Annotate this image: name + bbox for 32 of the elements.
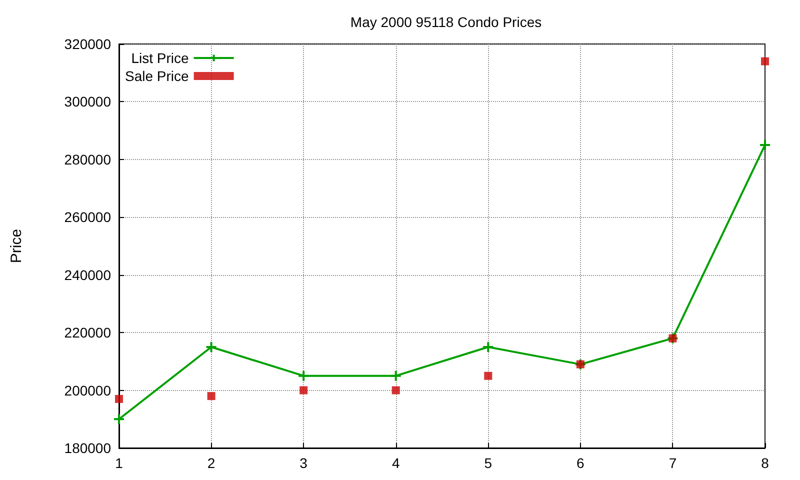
y-tick-label: 260000 <box>64 209 112 226</box>
point <box>484 372 492 380</box>
y-tick-label: 280000 <box>64 151 112 168</box>
point <box>761 57 769 66</box>
point <box>482 341 494 353</box>
y-axis-title: Price <box>8 228 25 264</box>
x-tick-label: 4 <box>392 455 400 471</box>
point <box>298 370 310 382</box>
point <box>392 386 400 394</box>
legend-label: List Price <box>131 50 190 66</box>
x-tick-label: 7 <box>668 455 677 471</box>
x-tick-label: 5 <box>484 455 492 471</box>
x-tick-label: 6 <box>576 455 585 471</box>
y-tick-label: 200000 <box>64 382 112 398</box>
point <box>759 139 771 151</box>
y-tick-label: 300000 <box>64 94 112 110</box>
point <box>205 341 218 353</box>
point <box>300 386 308 394</box>
point <box>115 394 123 403</box>
y-tick-label: 180000 <box>64 440 112 456</box>
y-tick-label: 320000 <box>64 36 112 52</box>
x-tick-label: 1 <box>115 455 124 471</box>
x-tick-label: 2 <box>207 455 216 471</box>
point <box>113 413 125 426</box>
point <box>390 370 402 382</box>
point <box>207 392 216 400</box>
y-tick-label: 240000 <box>64 266 112 283</box>
chart-title: May 2000 95118 Condo Prices <box>350 14 542 30</box>
x-tick-label: 3 <box>300 455 308 471</box>
y-tick-label: 220000 <box>64 324 112 341</box>
x-tick-label: 8 <box>761 455 770 471</box>
legend-label: Sale Price <box>124 68 190 84</box>
